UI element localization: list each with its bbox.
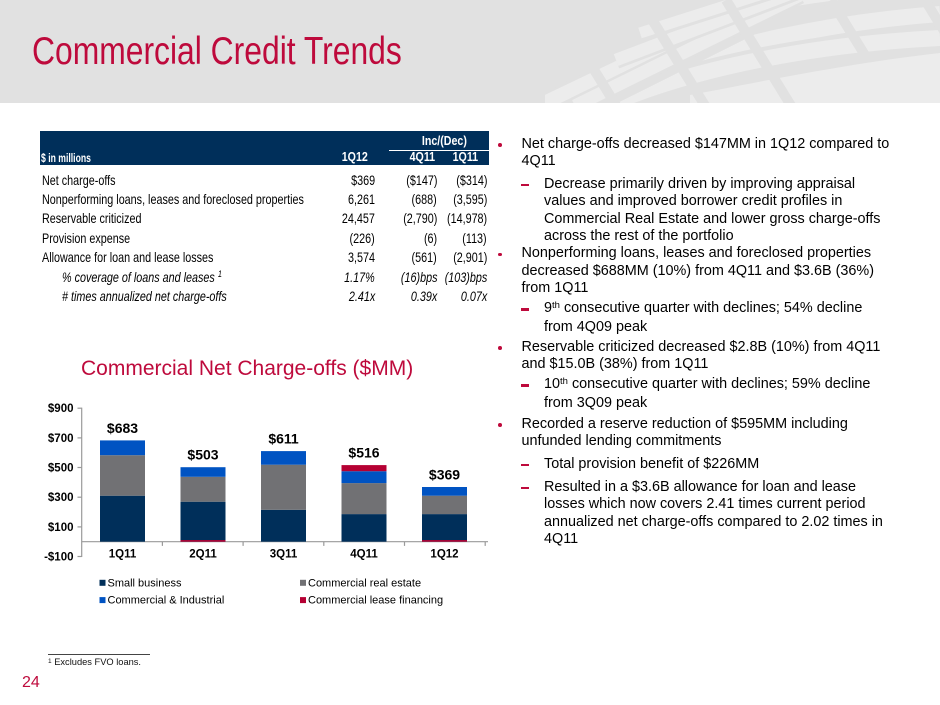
svg-text:$503: $503 [187,447,218,463]
svg-text:$683: $683 [107,420,138,436]
svg-text:Commercial lease financing: Commercial lease financing [308,595,443,607]
svg-text:$516: $516 [348,445,379,461]
svg-text:Small business: Small business [108,577,182,589]
svg-text:Commercial & Industrial: Commercial & Industrial [108,595,225,607]
svg-text:$700: $700 [48,433,74,445]
svg-text:$611: $611 [268,431,299,447]
svg-text:Commercial real estate: Commercial real estate [308,577,421,589]
svg-text:-$100: -$100 [44,552,73,564]
svg-text:4Q11: 4Q11 [350,549,378,561]
svg-text:$900: $900 [48,403,74,415]
svg-text:$300: $300 [48,492,74,504]
svg-text:3Q11: 3Q11 [270,549,298,561]
svg-text:2Q11: 2Q11 [189,549,217,561]
svg-text:$369: $369 [429,467,460,483]
svg-text:1Q11: 1Q11 [109,549,137,561]
svg-text:$100: $100 [48,522,74,534]
svg-text:$500: $500 [48,463,74,475]
svg-text:1Q12: 1Q12 [430,549,458,561]
